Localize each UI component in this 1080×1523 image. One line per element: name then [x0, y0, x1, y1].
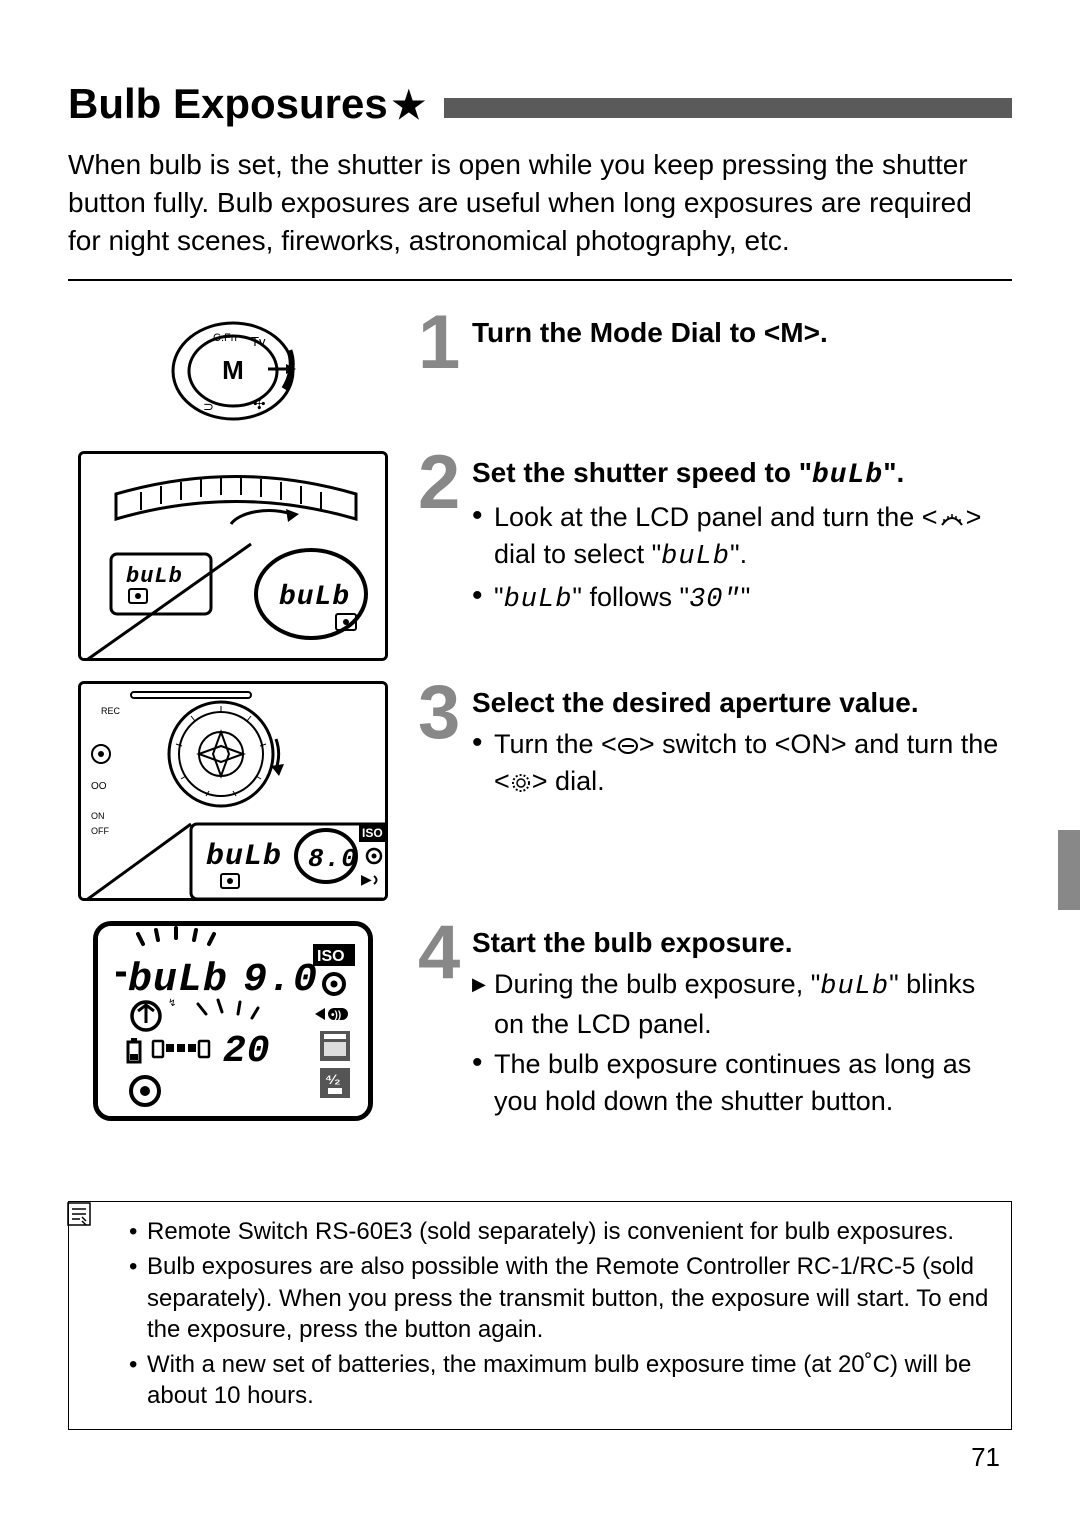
svg-text:⊃: ⊃	[203, 399, 214, 414]
step-2-bullets: Look at the LCD panel and turn the <> di…	[472, 499, 1012, 618]
step-number-1: 1	[418, 311, 466, 376]
step-4-bullet-2: The bulb exposure continues as long as y…	[472, 1046, 1012, 1119]
star-icon: ★	[392, 85, 426, 127]
svg-text:C.Fn: C.Fn	[213, 332, 237, 344]
svg-text:20: 20	[223, 1030, 271, 1073]
svg-text:buLb: buLb	[206, 840, 282, 874]
title-bar	[444, 98, 1012, 118]
svg-text:OFF: OFF	[91, 826, 109, 836]
title-row: Bulb Exposures★	[68, 80, 1012, 128]
main-dial-icon	[938, 509, 966, 529]
intro-paragraph: When bulb is set, the shutter is open wh…	[68, 146, 1012, 259]
step-4-bullets: During the bulb exposure, "buLb" blinks …	[472, 966, 1012, 1119]
step-4: buLb 9.0 ↯	[68, 921, 1012, 1123]
note-item: Remote Switch RS-60E3 (sold separately) …	[129, 1216, 991, 1247]
step-number-4: 4	[418, 921, 466, 986]
svg-text:▶: ▶	[361, 871, 372, 887]
svg-text:ISO: ISO	[362, 826, 383, 840]
svg-text:8.0: 8.0	[308, 844, 358, 874]
notes-list: Remote Switch RS-60E3 (sold separately) …	[129, 1216, 991, 1411]
svg-text:M: M	[222, 355, 244, 385]
step-1-heading: Turn the Mode Dial to <M>.	[472, 315, 1012, 350]
svg-text:buLb: buLb	[126, 564, 183, 589]
svg-text:⁴⁄₂: ⁴⁄₂	[325, 1071, 340, 1087]
svg-text:9.0: 9.0	[243, 958, 318, 1003]
mode-dial-illustration: M C.Fn Tv ⊃ ✣	[148, 311, 318, 431]
notes-icon	[65, 1200, 93, 1235]
step-2: buLb buLb 2	[68, 451, 1012, 661]
page-number: 71	[971, 1442, 1000, 1473]
step-3-text: Select the desired aperture value. Turn …	[472, 681, 1012, 803]
title-text: Bulb Exposures	[68, 80, 388, 127]
step-4-heading: Start the bulb exposure.	[472, 925, 1012, 960]
step-4-text: Start the bulb exposure. During the bulb…	[472, 921, 1012, 1123]
step-4-figure: buLb 9.0 ↯	[68, 921, 398, 1121]
step-3-figure: REC OO ON OFF buLb 8.0	[68, 681, 398, 901]
note-item: Bulb exposures are also possible with th…	[129, 1251, 991, 1345]
step-4-bullet-1: During the bulb exposure, "buLb" blinks …	[472, 966, 1012, 1042]
lcd-panel-illustration: buLb 9.0 ↯	[93, 921, 373, 1121]
svg-text:buLb: buLb	[279, 582, 350, 613]
step-1: M C.Fn Tv ⊃ ✣ 1 Turn the Mode Dial to <M…	[68, 311, 1012, 431]
step-1-figure: M C.Fn Tv ⊃ ✣	[68, 311, 398, 431]
notes-box: Remote Switch RS-60E3 (sold separately) …	[68, 1201, 1012, 1430]
svg-text:REC: REC	[101, 706, 121, 716]
step-3-bullets: Turn the <> switch to <ON> and turn the …	[472, 726, 1012, 799]
camera-top-illustration: buLb buLb	[78, 451, 388, 661]
step-2-heading: Set the shutter speed to "buLb".	[472, 455, 1012, 493]
step-4-body: 4 Start the bulb exposure. During the bu…	[418, 921, 1012, 1123]
step-2-bullet-1: Look at the LCD panel and turn the <> di…	[472, 499, 1012, 575]
step-number-3: 3	[418, 681, 466, 746]
step-1-text: Turn the Mode Dial to <M>.	[472, 311, 1012, 356]
svg-text:buLb: buLb	[128, 958, 228, 1003]
page-title: Bulb Exposures★	[68, 80, 426, 128]
svg-text:↯: ↯	[168, 998, 176, 1009]
step-2-body: 2 Set the shutter speed to "buLb". Look …	[418, 451, 1012, 622]
svg-text:OO: OO	[91, 781, 107, 792]
svg-text:Tv: Tv	[251, 334, 266, 349]
step-2-text: Set the shutter speed to "buLb". Look at…	[472, 451, 1012, 622]
svg-text:ISO: ISO	[317, 948, 345, 965]
step-3-heading: Select the desired aperture value.	[472, 685, 1012, 720]
step-3: REC OO ON OFF buLb 8.0	[68, 681, 1012, 901]
steps-container: M C.Fn Tv ⊃ ✣ 1 Turn the Mode Dial to <M…	[68, 311, 1012, 1123]
switch-icon	[617, 737, 639, 755]
camera-back-illustration: REC OO ON OFF buLb 8.0	[78, 681, 388, 901]
note-item: With a new set of batteries, the maximum…	[129, 1349, 991, 1411]
step-1-body: 1 Turn the Mode Dial to <M>.	[418, 311, 1012, 376]
step-number-2: 2	[418, 451, 466, 516]
step-3-body: 3 Select the desired aperture value. Tur…	[418, 681, 1012, 803]
svg-text:✣: ✣	[253, 396, 266, 413]
step-2-bullet-2: "buLb" follows "30""	[472, 579, 1012, 618]
step-2-figure: buLb buLb	[68, 451, 398, 661]
section-divider	[68, 279, 1012, 281]
svg-text:ON: ON	[91, 811, 105, 821]
svg-text:•)): •))	[331, 1010, 341, 1021]
quick-dial-icon	[510, 772, 532, 794]
doc-page: Bulb Exposures★ When bulb is set, the sh…	[0, 0, 1080, 1523]
step-3-bullet-1: Turn the <> switch to <ON> and turn the …	[472, 726, 1012, 799]
section-tab	[1058, 830, 1080, 910]
